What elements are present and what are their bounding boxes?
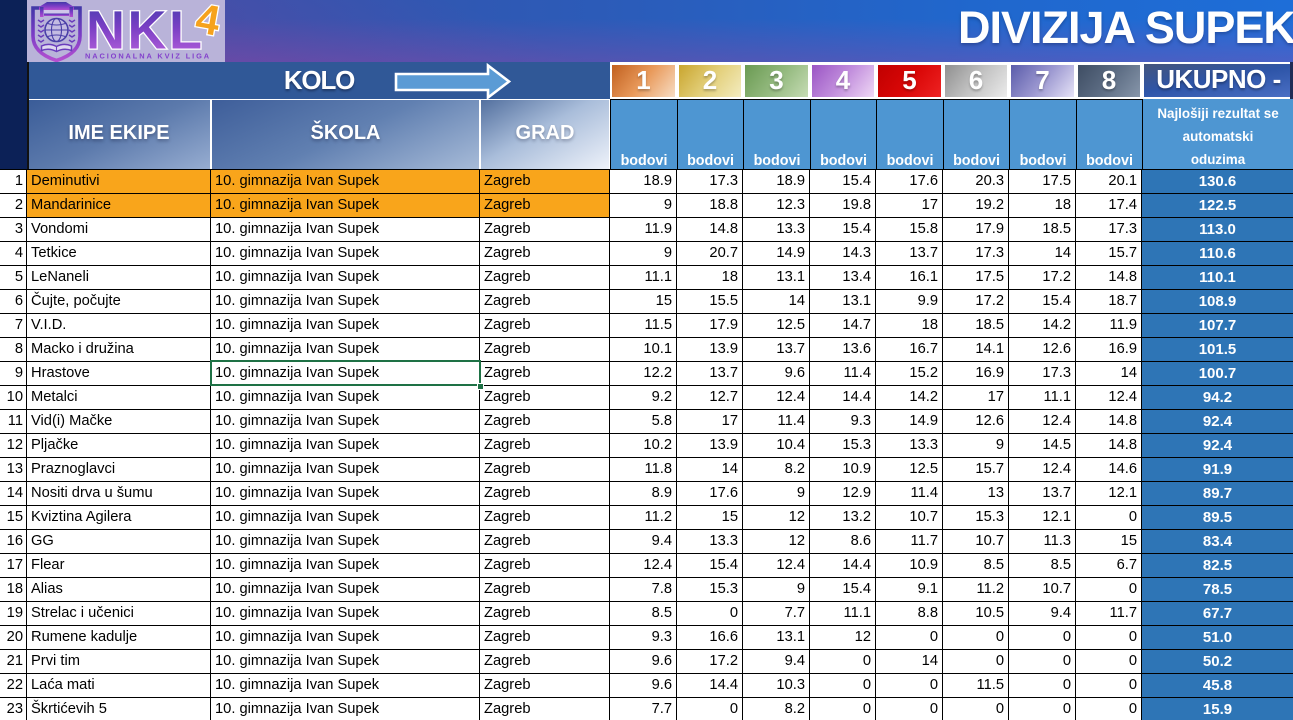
svg-text:NACIONALNA KVIZ LIGA: NACIONALNA KVIZ LIGA — [85, 52, 211, 61]
svg-text:NKL: NKL — [86, 1, 204, 61]
